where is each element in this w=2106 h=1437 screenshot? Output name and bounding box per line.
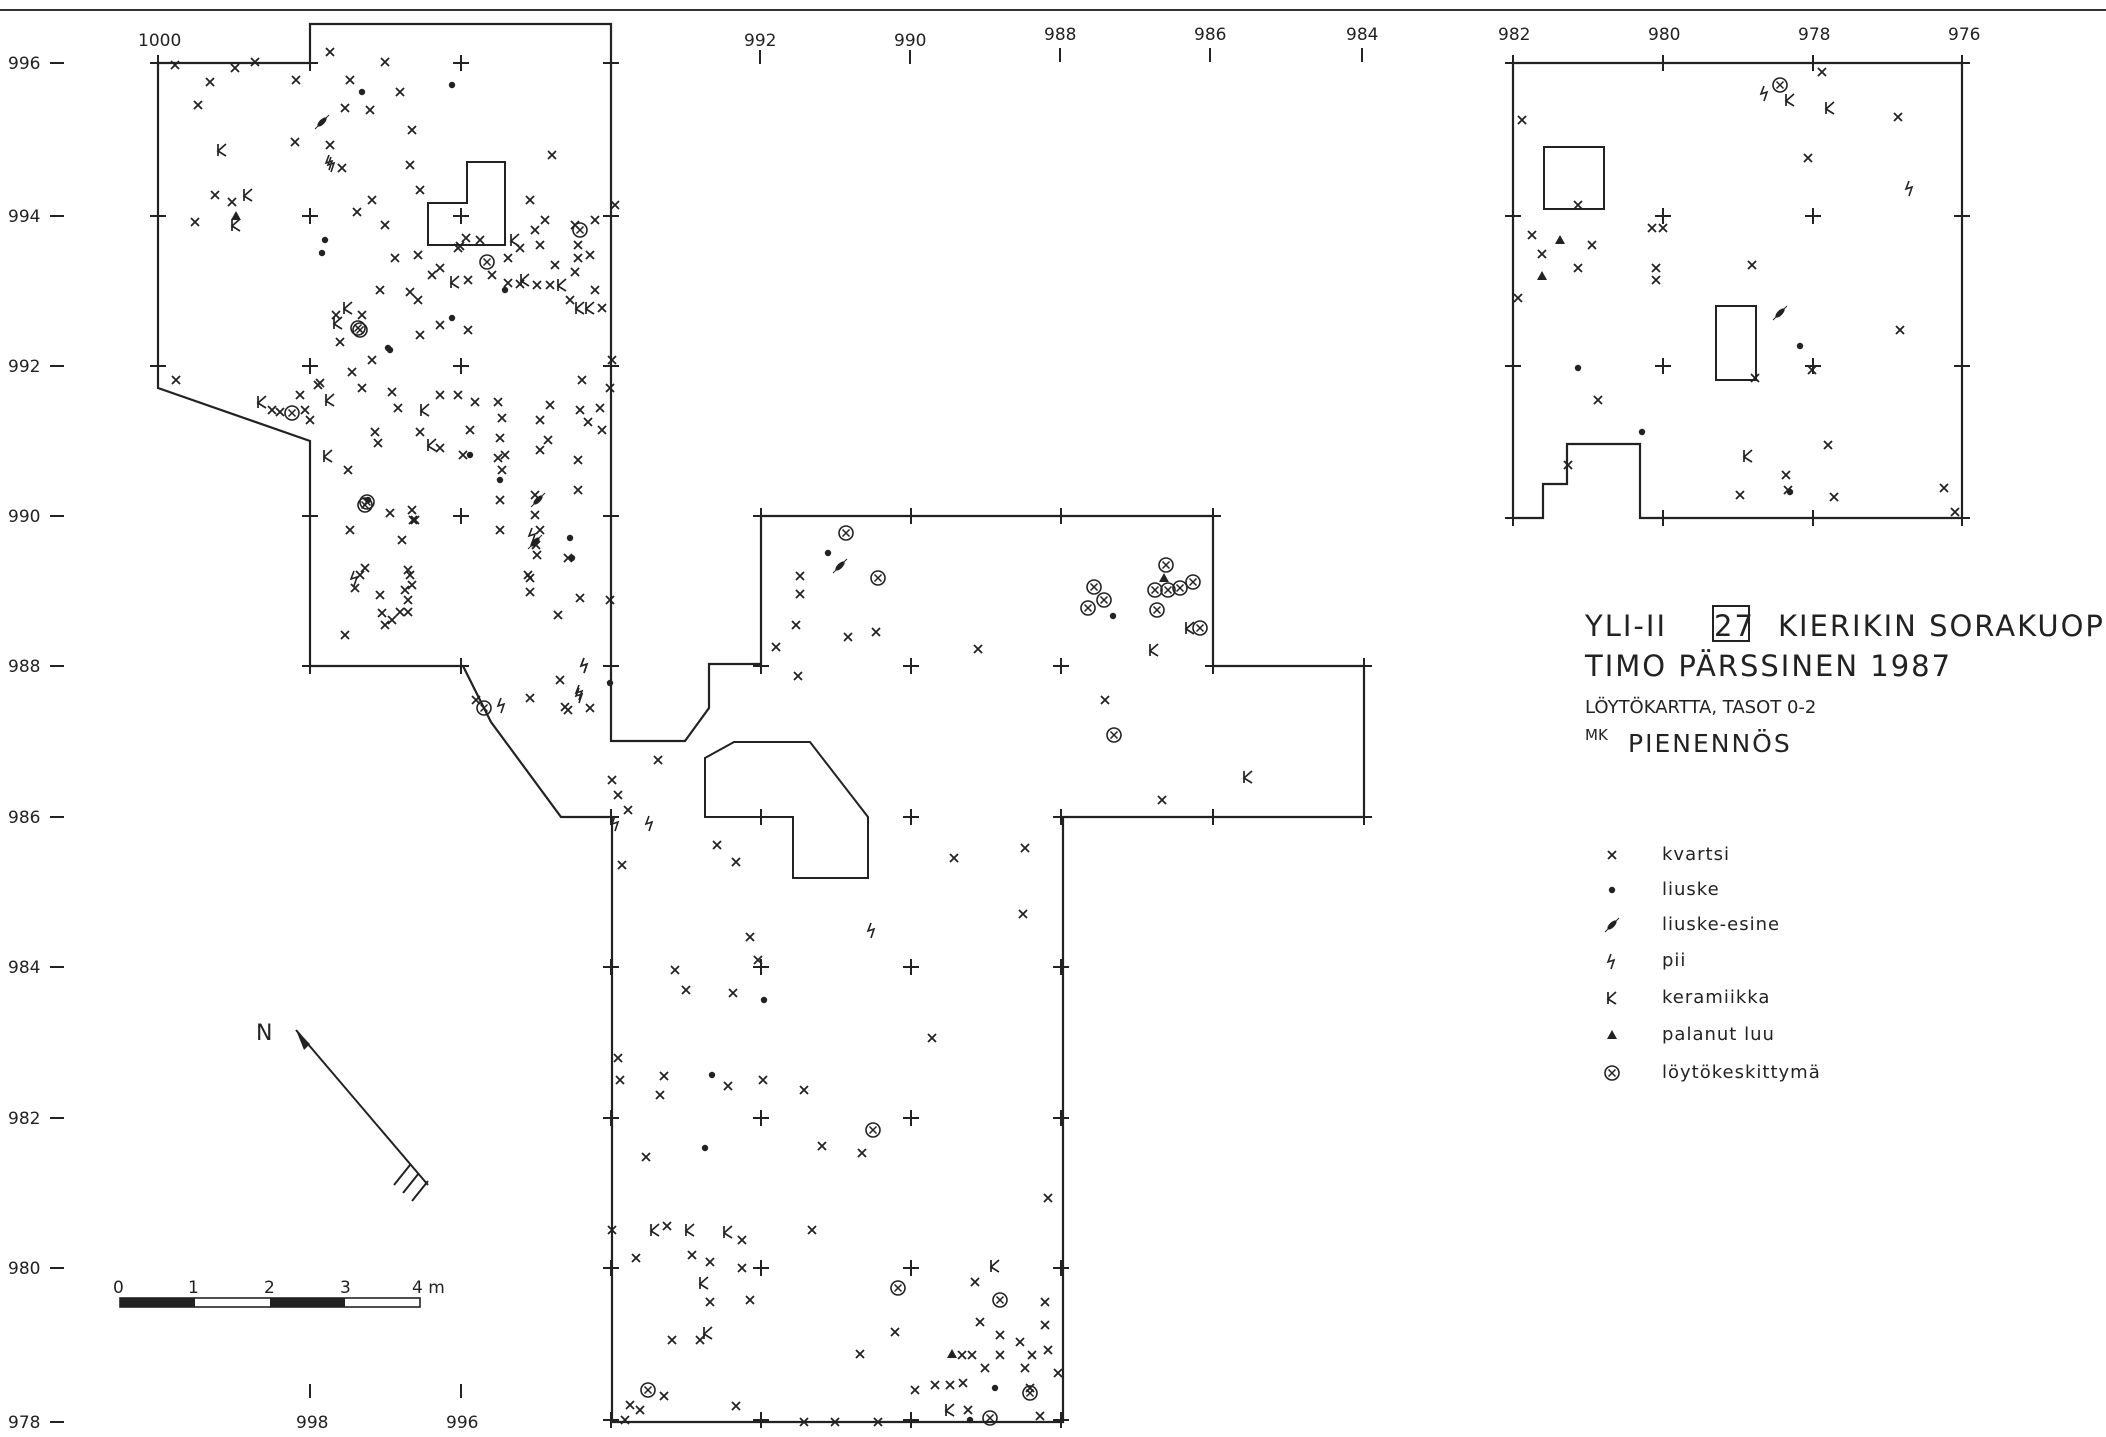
scale-label-2: 2 <box>264 1278 275 1298</box>
scale-bar: 0 1 2 3 4 m <box>113 1278 445 1308</box>
top-label-986: 986 <box>1194 25 1226 45</box>
scale-word: PIENENNÖS <box>1628 729 1792 758</box>
left-label-996: 996 <box>8 54 40 74</box>
left-label-982: 982 <box>8 1109 40 1129</box>
left-label-980: 980 <box>8 1259 40 1279</box>
left-label-978: 978 <box>8 1413 40 1433</box>
scale-label-0: 0 <box>113 1278 124 1298</box>
left-label-990: 990 <box>8 507 40 527</box>
left-label-992: 992 <box>8 357 40 377</box>
legend-label-palanut-luu: palanut luu <box>1662 1024 1775 1045</box>
legend-symbol-palanut-luu <box>1607 1030 1617 1039</box>
left-axis-labels: 996 994 992 990 988 986 984 982 980 978 <box>8 54 40 1433</box>
top-label-988: 988 <box>1044 25 1076 45</box>
left-label-986: 986 <box>8 808 40 828</box>
top-label-982: 982 <box>1498 25 1530 45</box>
obstacle-block-upper <box>427 161 506 246</box>
author-year: TIMO PÄRSSINEN 1987 <box>1584 649 1952 683</box>
north-arrow: N <box>256 1021 429 1202</box>
bottom-axis <box>309 1384 462 1398</box>
north-label: N <box>256 1021 274 1046</box>
obstacle-rect-tall <box>1715 305 1757 381</box>
scale-label-1: 1 <box>188 1278 199 1298</box>
top-axis-ticks <box>759 48 1363 64</box>
left-axis <box>50 62 64 1423</box>
top-label-980: 980 <box>1648 25 1680 45</box>
site-code: YLI-II <box>1584 609 1667 643</box>
map-subtitle: LÖYTÖKARTTA, TASOT 0-2 <box>1585 696 1816 718</box>
main-excavation-outline <box>156 22 1366 1424</box>
top-label-990: 990 <box>894 31 926 51</box>
scale-label-3: 3 <box>340 1278 351 1298</box>
legend-label-pii: pii <box>1662 950 1686 971</box>
legend-symbol-liuske-esine <box>1604 917 1620 933</box>
upper-right-excavation-outline <box>1511 61 1964 520</box>
legend-label-kvartsi: kvartsi <box>1662 844 1730 865</box>
scale-prefix: MK <box>1585 726 1609 744</box>
site-number: 27 <box>1714 609 1755 643</box>
scale-label-4: 4 m <box>412 1278 445 1298</box>
legend-symbol-liuske <box>1608 886 1616 894</box>
site-number-box <box>1712 605 1750 642</box>
top-label-984: 984 <box>1346 25 1378 45</box>
left-label-994: 994 <box>8 207 40 227</box>
legend-symbol-keramiikka <box>1607 991 1617 1005</box>
top-label-976: 976 <box>1948 25 1980 45</box>
bottom-label-998: 998 <box>296 1413 328 1433</box>
legend-symbol-loytokeskittyma <box>1604 1065 1620 1081</box>
top-label-992: 992 <box>744 31 776 51</box>
legend-symbol-kvartsi <box>1607 850 1617 860</box>
bottom-label-996: 996 <box>446 1413 478 1433</box>
top-label-1000: 1000 <box>138 31 181 51</box>
legend: kvartsi liuske liuske-esine pii keramiik… <box>1604 844 1821 1083</box>
top-label-978: 978 <box>1798 25 1830 45</box>
site-name: KIERIKIN SORAKUOPPA <box>1778 609 2106 643</box>
title-block: YLI-II 27 KIERIKIN SORAKUOPPA TIMO PÄRSS… <box>1584 605 2106 758</box>
obstacle-rect-upper-right <box>1543 146 1605 210</box>
top-axis-labels: 1000 992 990 988 986 984 982 980 978 976 <box>138 25 1980 51</box>
legend-label-loytokeskittyma: löytökeskittymä <box>1662 1062 1821 1083</box>
obstacle-l-shape <box>704 741 869 879</box>
legend-symbol-pii <box>1607 953 1615 970</box>
left-label-984: 984 <box>8 958 40 978</box>
legend-label-liuske: liuske <box>1662 879 1720 900</box>
legend-label-liuske-esine: liuske-esine <box>1662 914 1780 935</box>
left-label-988: 988 <box>8 657 40 677</box>
legend-label-keramiikka: keramiikka <box>1662 987 1770 1008</box>
